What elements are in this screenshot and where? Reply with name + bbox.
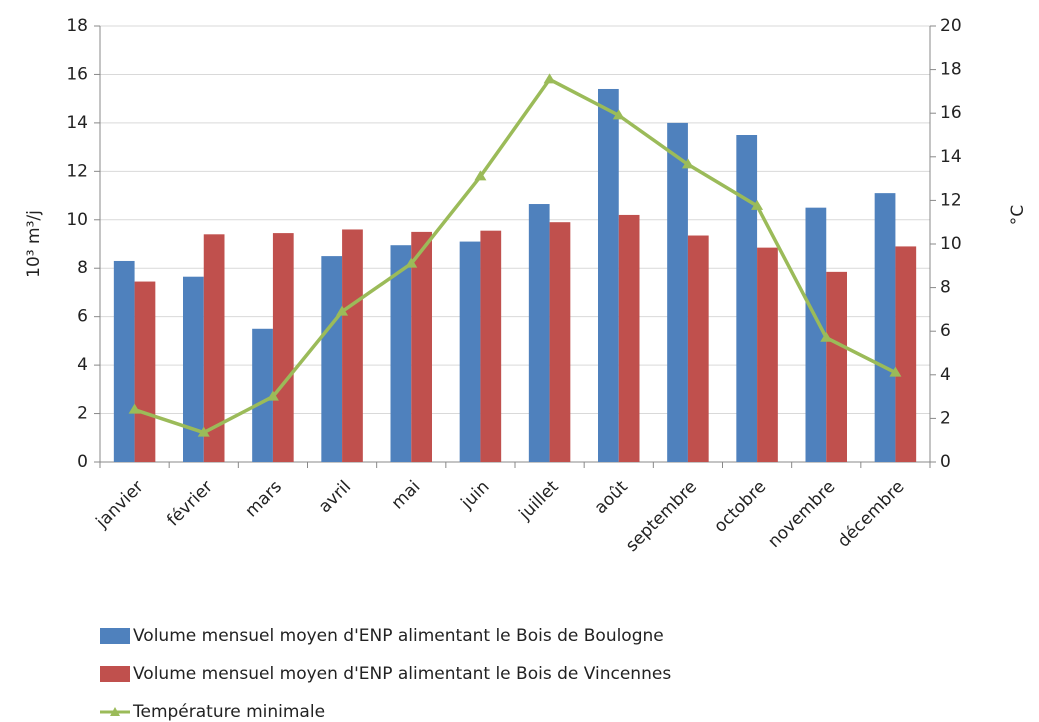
x-tick-label: mai bbox=[388, 477, 425, 514]
bar bbox=[687, 235, 709, 462]
bar bbox=[826, 271, 847, 462]
y2-tick-label: 20 bbox=[940, 16, 962, 36]
bar bbox=[183, 276, 204, 462]
x-tick-label: février bbox=[163, 477, 217, 531]
y-tick-label: 6 bbox=[77, 307, 88, 327]
bar bbox=[736, 135, 758, 462]
bar bbox=[272, 233, 294, 462]
legend-label: Température minimale bbox=[132, 702, 325, 722]
x-tick-label: janvier bbox=[92, 477, 148, 533]
x-tick-label: avril bbox=[315, 477, 355, 517]
x-tick-label: juin bbox=[457, 477, 494, 514]
y2-tick-label: 10 bbox=[940, 234, 962, 254]
x-tick-label: mars bbox=[242, 477, 287, 522]
legend-swatch bbox=[100, 666, 130, 682]
line-marker bbox=[197, 426, 210, 437]
x-tick-label: août bbox=[591, 477, 632, 518]
y2-tick-label: 4 bbox=[940, 365, 951, 385]
y-tick-label: 14 bbox=[66, 113, 88, 133]
y-axis-label: 10³ m³/j bbox=[24, 210, 44, 278]
line-marker bbox=[405, 257, 418, 268]
y2-tick-label: 12 bbox=[940, 190, 962, 210]
line-marker bbox=[820, 331, 833, 342]
bar bbox=[757, 247, 778, 462]
y-tick-label: 10 bbox=[66, 210, 88, 230]
bar bbox=[411, 231, 432, 462]
bar bbox=[805, 207, 827, 462]
y-tick-label: 0 bbox=[77, 452, 88, 472]
legend-marker bbox=[110, 707, 120, 716]
y2-tick-label: 0 bbox=[940, 452, 951, 472]
x-tick-label: novembre bbox=[764, 477, 839, 552]
bar bbox=[134, 281, 156, 462]
x-tick-label: juillet bbox=[515, 477, 563, 525]
bar bbox=[113, 260, 135, 462]
bar bbox=[390, 245, 412, 462]
legend-label: Volume mensuel moyen d'ENP alimentant le… bbox=[133, 626, 664, 646]
y2-tick-label: 2 bbox=[940, 408, 951, 428]
bar bbox=[895, 246, 917, 462]
line-marker bbox=[889, 366, 902, 377]
line-marker bbox=[128, 403, 141, 414]
line-marker bbox=[336, 305, 349, 316]
line bbox=[134, 77, 897, 435]
y-tick-label: 18 bbox=[66, 16, 88, 36]
bar bbox=[203, 234, 225, 462]
legend-label: Volume mensuel moyen d'ENP alimentant le… bbox=[133, 664, 671, 684]
x-tick-label: septembre bbox=[622, 477, 701, 556]
bar bbox=[459, 241, 481, 462]
bar bbox=[252, 328, 273, 462]
y-tick-label: 16 bbox=[66, 64, 88, 84]
y2-axis-label: °C bbox=[1008, 205, 1028, 225]
bar bbox=[321, 256, 343, 462]
line-marker bbox=[543, 73, 556, 84]
bar bbox=[480, 230, 502, 462]
x-tick-label: décembre bbox=[834, 477, 909, 552]
y2-tick-label: 14 bbox=[940, 147, 962, 167]
y-tick-label: 8 bbox=[77, 258, 88, 278]
bar bbox=[549, 222, 571, 462]
line-marker bbox=[751, 199, 764, 210]
legend-swatch bbox=[100, 628, 130, 644]
y-tick-label: 2 bbox=[77, 404, 88, 424]
line-marker bbox=[612, 109, 625, 120]
y-tick-label: 12 bbox=[66, 161, 88, 181]
bar bbox=[618, 214, 640, 462]
y2-tick-label: 18 bbox=[940, 60, 962, 80]
line-marker bbox=[681, 158, 694, 169]
bar bbox=[598, 88, 619, 462]
bar bbox=[528, 204, 550, 463]
bar bbox=[342, 229, 363, 462]
line-marker bbox=[474, 170, 487, 181]
line-marker bbox=[266, 390, 279, 401]
y2-tick-label: 8 bbox=[940, 278, 951, 298]
y-tick-label: 4 bbox=[77, 355, 88, 375]
bar bbox=[874, 193, 896, 462]
bar bbox=[667, 122, 688, 462]
x-tick-label: octobre bbox=[710, 477, 770, 537]
y2-tick-label: 16 bbox=[940, 103, 962, 123]
y2-tick-label: 6 bbox=[940, 321, 951, 341]
